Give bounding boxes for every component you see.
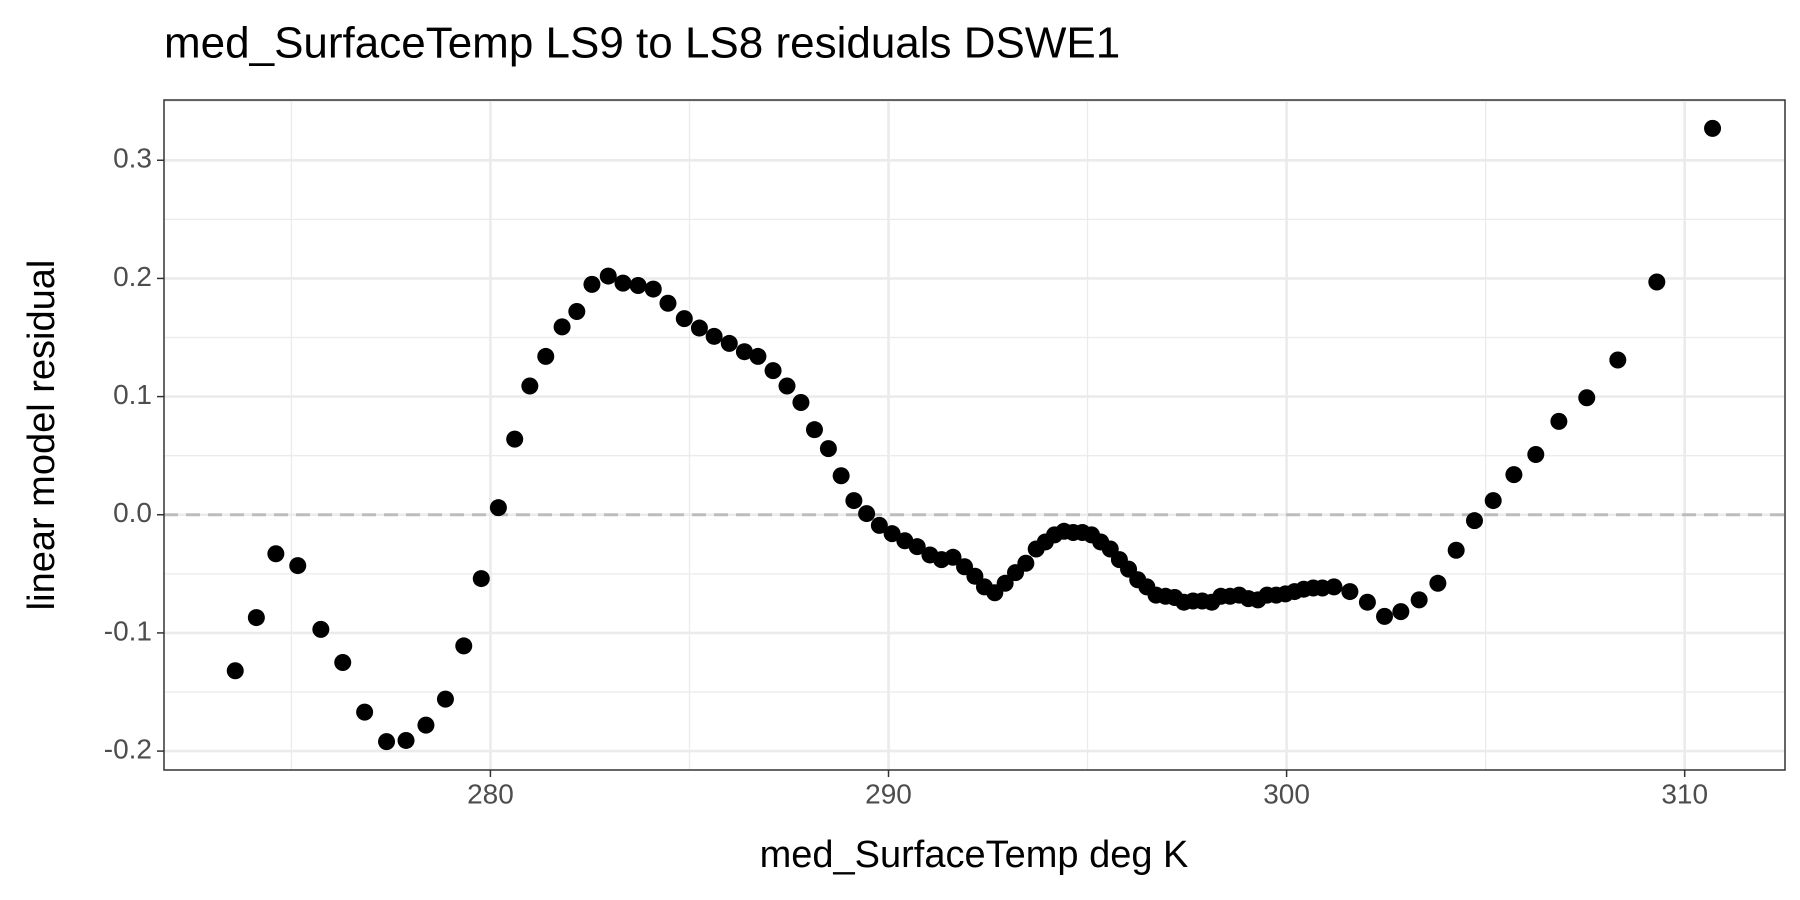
point — [506, 430, 524, 448]
x-axis-label: med_SurfaceTemp deg K — [760, 834, 1189, 876]
x-tick-label: 280 — [467, 778, 514, 809]
y-tick-label: 0.3 — [113, 143, 152, 174]
point — [1429, 574, 1447, 592]
point — [883, 525, 901, 543]
point — [1358, 593, 1376, 611]
y-tick-label: 0.1 — [113, 379, 152, 410]
point — [735, 343, 753, 361]
point — [1465, 512, 1483, 530]
point — [778, 377, 796, 395]
point — [472, 570, 490, 588]
point — [455, 637, 473, 655]
x-tick-label: 310 — [1661, 778, 1708, 809]
point — [397, 731, 415, 749]
point — [417, 716, 435, 734]
point — [378, 733, 396, 751]
x-tick-label: 290 — [865, 778, 912, 809]
y-tick-label: 0.2 — [113, 261, 152, 292]
point — [1392, 603, 1410, 621]
point — [312, 620, 330, 638]
point — [489, 499, 507, 517]
point — [568, 303, 586, 321]
y-tick-label: -0.2 — [104, 733, 152, 764]
point — [832, 467, 850, 485]
point — [1527, 445, 1545, 463]
y-tick-label: 0.0 — [113, 497, 152, 528]
point — [819, 440, 837, 458]
point — [996, 574, 1014, 592]
point — [1376, 607, 1394, 625]
point — [1017, 554, 1035, 572]
point — [537, 347, 555, 365]
point — [436, 690, 454, 708]
point — [805, 421, 823, 439]
point — [1704, 119, 1722, 137]
chart-title: med_SurfaceTemp LS9 to LS8 residuals DSW… — [164, 19, 1120, 68]
point — [1609, 351, 1627, 369]
point — [1648, 273, 1666, 291]
point — [1447, 541, 1465, 559]
point — [247, 609, 265, 627]
point — [845, 492, 863, 510]
point — [858, 505, 876, 523]
point — [553, 318, 571, 336]
point — [659, 294, 677, 312]
point — [629, 277, 647, 295]
point — [1505, 466, 1523, 484]
point — [870, 516, 888, 534]
point — [908, 538, 926, 556]
point — [521, 377, 539, 395]
point — [690, 319, 708, 337]
point — [1484, 492, 1502, 510]
x-tick-label: 300 — [1263, 778, 1310, 809]
y-tick-label: -0.1 — [104, 615, 152, 646]
point — [599, 267, 617, 285]
point — [226, 662, 244, 680]
point — [356, 703, 374, 721]
point — [644, 280, 662, 298]
point — [289, 557, 307, 575]
point — [1410, 591, 1428, 609]
point — [675, 310, 693, 328]
point — [720, 334, 738, 352]
point — [1550, 412, 1568, 430]
point — [749, 347, 767, 365]
point — [1341, 583, 1359, 601]
point — [267, 545, 285, 563]
point — [583, 275, 601, 293]
point — [1325, 578, 1343, 596]
point — [614, 274, 632, 292]
point — [334, 653, 352, 671]
point — [764, 362, 782, 380]
y-axis-label: linear model residual — [21, 260, 63, 611]
point — [944, 548, 962, 566]
point — [705, 327, 723, 345]
point — [1578, 389, 1596, 407]
plot-border — [163, 99, 1786, 771]
point — [792, 394, 810, 412]
